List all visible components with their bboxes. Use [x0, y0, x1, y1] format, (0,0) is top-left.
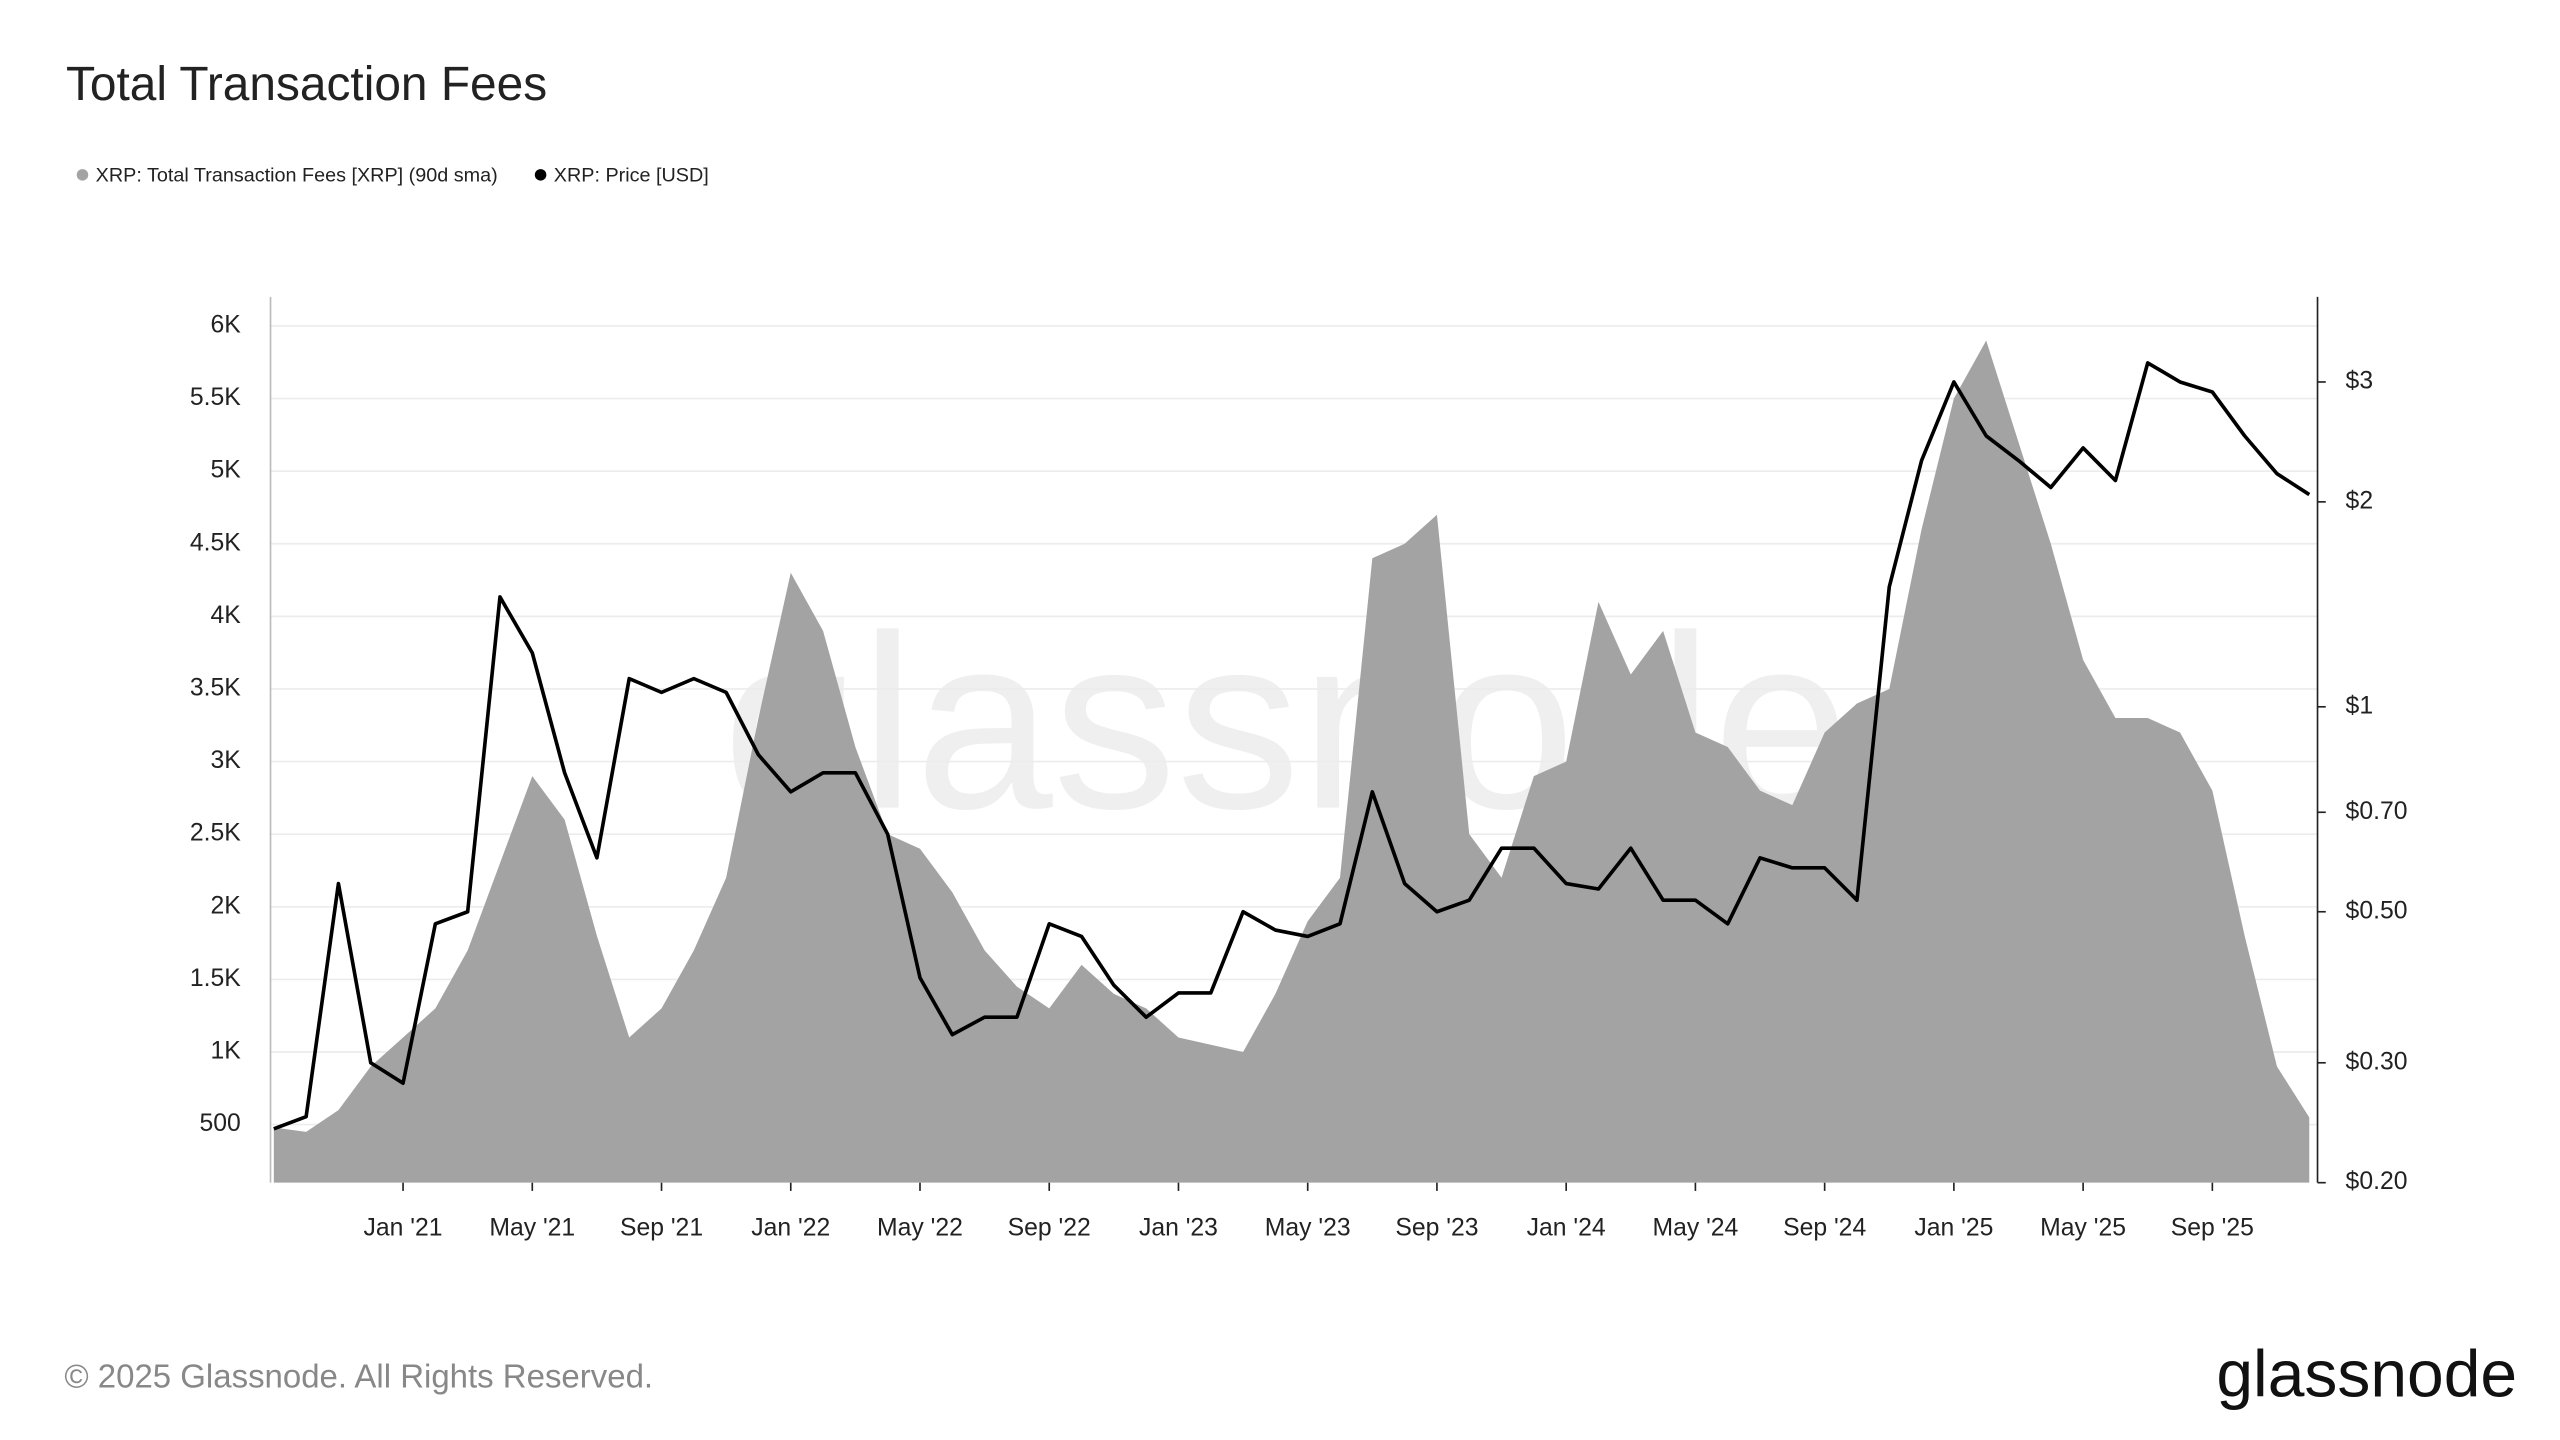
- y2-tick-label: $0.70: [2346, 798, 2408, 825]
- y-tick-label: 2K: [211, 892, 242, 919]
- x-tick-label: Jan '21: [364, 1214, 443, 1241]
- x-tick-label: May '23: [1265, 1214, 1351, 1241]
- footer: © 2025 Glassnode. All Rights Reserved.: [64, 1358, 653, 1395]
- y2-tick-label: $3: [2346, 367, 2374, 394]
- legend-label: XRP: Total Transaction Fees [XRP] (90d s…: [96, 165, 498, 187]
- x-tick-label: Jan '25: [1914, 1214, 1993, 1241]
- y-tick-label: 5.5K: [190, 384, 241, 411]
- price-line: [273, 361, 2311, 1131]
- x-tick-label: May '25: [2040, 1214, 2126, 1241]
- x-tick-label: May '21: [489, 1214, 575, 1241]
- x-tick-label: May '24: [1652, 1214, 1738, 1241]
- y2-tick-label: $0.50: [2346, 897, 2408, 924]
- fees-area: [273, 340, 2310, 1183]
- x-tick-label: Jan '23: [1139, 1214, 1218, 1241]
- legend-marker: [76, 169, 89, 181]
- y-tick-label: 6K: [211, 311, 242, 338]
- y2-tick-label: $0.30: [2346, 1048, 2408, 1075]
- y-tick-label: 3K: [211, 747, 242, 774]
- x-tick-label: Jan '22: [751, 1214, 830, 1241]
- y-tick-label: 500: [200, 1110, 241, 1137]
- y2-tick-label: $1: [2346, 692, 2374, 719]
- y-tick-label: 1.5K: [190, 965, 241, 992]
- y2-tick-label: $2: [2346, 487, 2374, 514]
- x-tick-label: Sep '24: [1783, 1214, 1866, 1241]
- y2-tick-label: $0.20: [2346, 1168, 2408, 1195]
- y-tick-label: 4K: [211, 602, 242, 629]
- y-tick-label: 4.5K: [190, 529, 241, 556]
- y-tick-label: 5K: [211, 457, 242, 484]
- y-tick-label: 3.5K: [190, 675, 241, 702]
- x-tick-label: Sep '25: [2171, 1214, 2254, 1241]
- x-tick-label: Sep '22: [1008, 1214, 1091, 1241]
- x-tick-label: Sep '21: [620, 1214, 703, 1241]
- legend-label: XRP: Price [USD]: [554, 165, 709, 187]
- x-tick-label: Jan '24: [1527, 1214, 1606, 1241]
- x-tick-label: May '22: [877, 1214, 963, 1241]
- y-tick-label: 2.5K: [190, 820, 241, 847]
- y-tick-label: 1K: [211, 1038, 242, 1065]
- logo: glassnode: [2216, 1336, 2517, 1410]
- x-tick-label: Sep '23: [1395, 1214, 1478, 1241]
- chart-title: Total Transaction Fees: [66, 58, 547, 111]
- legend-marker: [534, 169, 547, 181]
